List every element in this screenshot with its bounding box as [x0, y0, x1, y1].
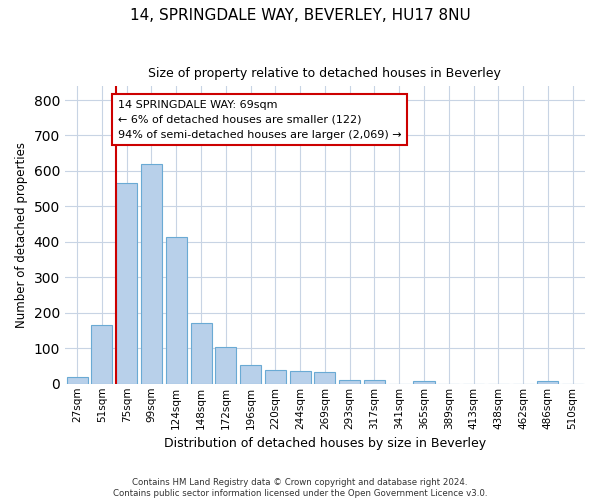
Bar — [538, 381, 559, 384]
Bar — [290, 372, 311, 384]
Bar — [166, 236, 187, 384]
Text: 14 SPRINGDALE WAY: 69sqm
← 6% of detached houses are smaller (122)
94% of semi-d: 14 SPRINGDALE WAY: 69sqm ← 6% of detache… — [118, 100, 401, 140]
Text: Contains HM Land Registry data © Crown copyright and database right 2024.
Contai: Contains HM Land Registry data © Crown c… — [113, 478, 487, 498]
Bar — [339, 380, 360, 384]
Bar — [116, 184, 137, 384]
Title: Size of property relative to detached houses in Beverley: Size of property relative to detached ho… — [148, 68, 502, 80]
Y-axis label: Number of detached properties: Number of detached properties — [15, 142, 28, 328]
Bar — [215, 347, 236, 384]
Bar — [91, 325, 112, 384]
Text: 14, SPRINGDALE WAY, BEVERLEY, HU17 8NU: 14, SPRINGDALE WAY, BEVERLEY, HU17 8NU — [130, 8, 470, 22]
X-axis label: Distribution of detached houses by size in Beverley: Distribution of detached houses by size … — [164, 437, 486, 450]
Bar — [364, 380, 385, 384]
Bar — [240, 366, 261, 384]
Bar — [314, 372, 335, 384]
Bar — [141, 164, 162, 384]
Bar — [67, 376, 88, 384]
Bar — [265, 370, 286, 384]
Bar — [413, 382, 434, 384]
Bar — [191, 324, 212, 384]
